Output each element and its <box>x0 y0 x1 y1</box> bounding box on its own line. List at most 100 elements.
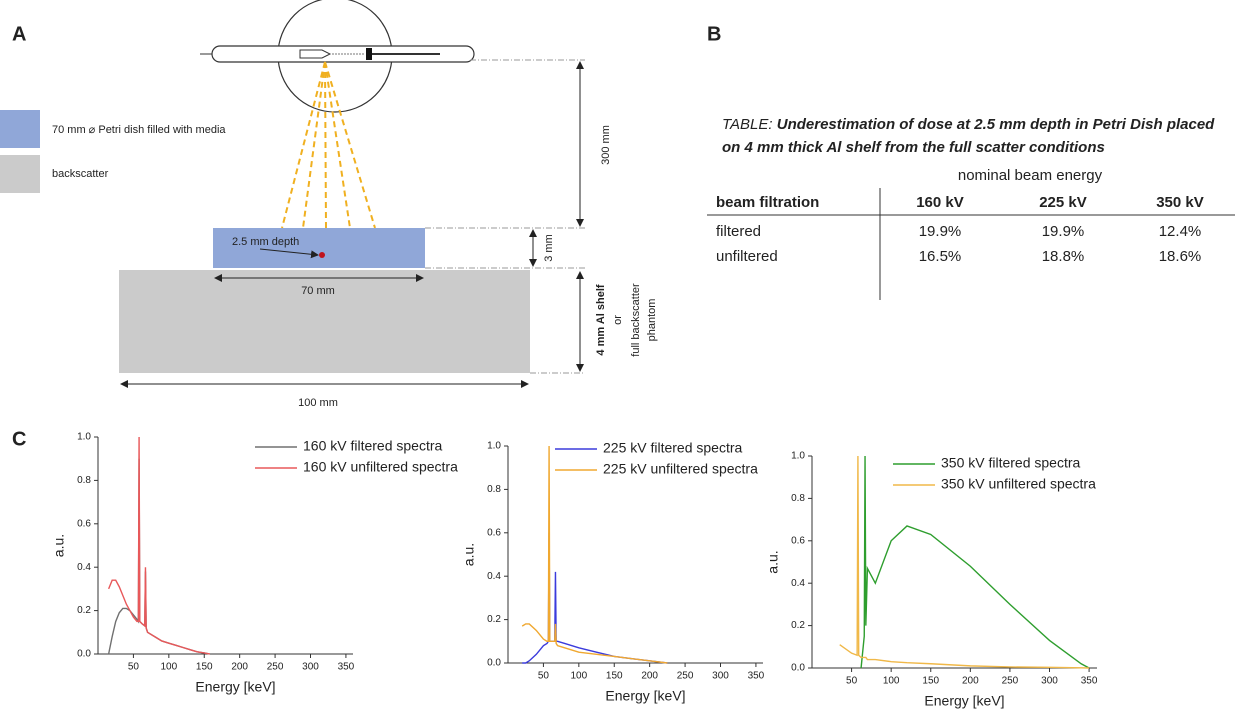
x-tick-label: 250 <box>677 671 694 682</box>
y-axis-title: a.u. <box>51 534 67 557</box>
dim-label: 70 mm <box>301 285 335 297</box>
series-line <box>107 436 211 655</box>
legend-label: 160 kV filtered spectra <box>303 438 443 454</box>
y-tick-label: 0.0 <box>487 658 501 669</box>
table-title-text: Underestimation of dose at 2.5 mm depth … <box>722 116 1215 156</box>
x-axis-title: Energy [keV] <box>195 679 275 695</box>
cell: 18.6% <box>1159 248 1202 265</box>
cell: 12.4% <box>1159 223 1202 240</box>
arrow <box>259 248 319 259</box>
dim-label: 3 mm <box>543 234 555 262</box>
legend-swatch <box>0 110 40 148</box>
cell: filtered <box>716 223 761 240</box>
series-line <box>839 455 1090 669</box>
y-axis-title: a.u. <box>461 543 477 566</box>
x-tick-label: 200 <box>231 662 248 673</box>
x-tick-label: 200 <box>641 671 658 682</box>
y-tick-label: 0.4 <box>77 562 91 573</box>
series-line <box>521 445 668 664</box>
x-tick-label: 250 <box>267 662 284 673</box>
dim-label: or <box>612 315 624 325</box>
x-tick-label: 50 <box>128 662 140 673</box>
cell: 18.8% <box>1042 248 1085 265</box>
series-line <box>860 455 1090 669</box>
y-tick-label: 0.8 <box>791 493 805 504</box>
depth-label: 2.5 mm depth <box>232 236 299 248</box>
panel-label: C <box>12 428 26 450</box>
group-header: nominal beam energy <box>958 167 1103 184</box>
y-tick-label: 0.8 <box>487 484 501 495</box>
table-title-prefix: TABLE: <box>722 116 773 133</box>
x-tick-label: 100 <box>883 676 900 687</box>
y-tick-label: 0.2 <box>791 620 805 631</box>
x-tick-label: 150 <box>606 671 623 682</box>
legend-swatch <box>0 155 40 193</box>
y-tick-label: 0.2 <box>77 605 91 616</box>
y-tick-label: 1.0 <box>77 432 91 443</box>
cell: 16.5% <box>919 248 962 265</box>
x-tick-label: 250 <box>1002 676 1019 687</box>
y-tick-label: 0.6 <box>77 518 91 529</box>
dim-label: 100 mm <box>298 397 338 409</box>
x-tick-label: 300 <box>1041 676 1058 687</box>
table-title: TABLE: Underestimation of dose at 2.5 mm… <box>722 113 1222 159</box>
header-cell: beam filtration <box>716 194 819 211</box>
header-cell: 225 kV <box>1039 194 1087 211</box>
legend-label: 350 kV filtered spectra <box>941 455 1081 471</box>
depth-point <box>319 252 325 258</box>
x-tick-label: 200 <box>962 676 979 687</box>
diagram: 70 mm ⌀ Petri dish filled with media bac… <box>0 0 658 409</box>
header-cell: 160 kV <box>916 194 964 211</box>
x-tick-label: 300 <box>302 662 319 673</box>
x-axis-title: Energy [keV] <box>605 688 685 704</box>
header-cell: 350 kV <box>1156 194 1204 211</box>
legend-label: 350 kV unfiltered spectra <box>941 476 1096 492</box>
series-line <box>107 458 211 655</box>
y-tick-label: 1.0 <box>487 441 501 452</box>
dim-label: phantom <box>646 299 658 342</box>
y-tick-label: 0.4 <box>487 571 501 582</box>
legend-label: 225 kV filtered spectra <box>603 440 743 456</box>
x-tick-label: 350 <box>748 671 765 682</box>
y-tick-label: 0.8 <box>77 475 91 486</box>
dim-label: full backscatter <box>630 283 642 357</box>
y-axis-title: a.u. <box>765 550 781 573</box>
cell: unfiltered <box>716 248 778 265</box>
x-tick-label: 100 <box>570 671 587 682</box>
y-tick-label: 0.2 <box>487 614 501 625</box>
cathode <box>299 49 332 59</box>
panel-label: A <box>12 23 26 45</box>
y-tick-label: 0.0 <box>77 649 91 660</box>
beam <box>281 61 376 229</box>
x-tick-label: 300 <box>712 671 729 682</box>
x-tick-label: 150 <box>922 676 939 687</box>
cell: 19.9% <box>1042 223 1085 240</box>
x-tick-label: 50 <box>846 676 858 687</box>
y-tick-label: 0.0 <box>791 663 805 674</box>
legend-label: 225 kV unfiltered spectra <box>603 461 758 477</box>
table: nominal beam energy beam filtration 160 … <box>707 167 1235 300</box>
petri-dish <box>213 228 425 268</box>
x-tick-label: 50 <box>538 671 550 682</box>
panel-label: B <box>707 23 721 45</box>
guide <box>425 59 585 374</box>
legend-label: 160 kV unfiltered spectra <box>303 459 458 475</box>
y-tick-label: 0.4 <box>791 578 805 589</box>
dim-label: 4 mm Al shelf <box>595 284 607 355</box>
x-tick-label: 350 <box>1081 676 1098 687</box>
x-tick-label: 350 <box>338 662 355 673</box>
anode <box>366 48 372 60</box>
x-tick-label: 150 <box>196 662 213 673</box>
x-tick-label: 100 <box>160 662 177 673</box>
cell: 19.9% <box>919 223 962 240</box>
y-tick-label: 1.0 <box>791 451 805 462</box>
dim-label: 300 mm <box>600 125 612 165</box>
series-line <box>522 532 668 664</box>
y-tick-label: 0.6 <box>487 527 501 538</box>
shelf <box>119 270 530 373</box>
y-tick-label: 0.6 <box>791 535 805 546</box>
x-axis-title: Energy [keV] <box>924 693 1004 709</box>
legend-label: 70 mm ⌀ Petri dish filled with media <box>52 124 226 136</box>
